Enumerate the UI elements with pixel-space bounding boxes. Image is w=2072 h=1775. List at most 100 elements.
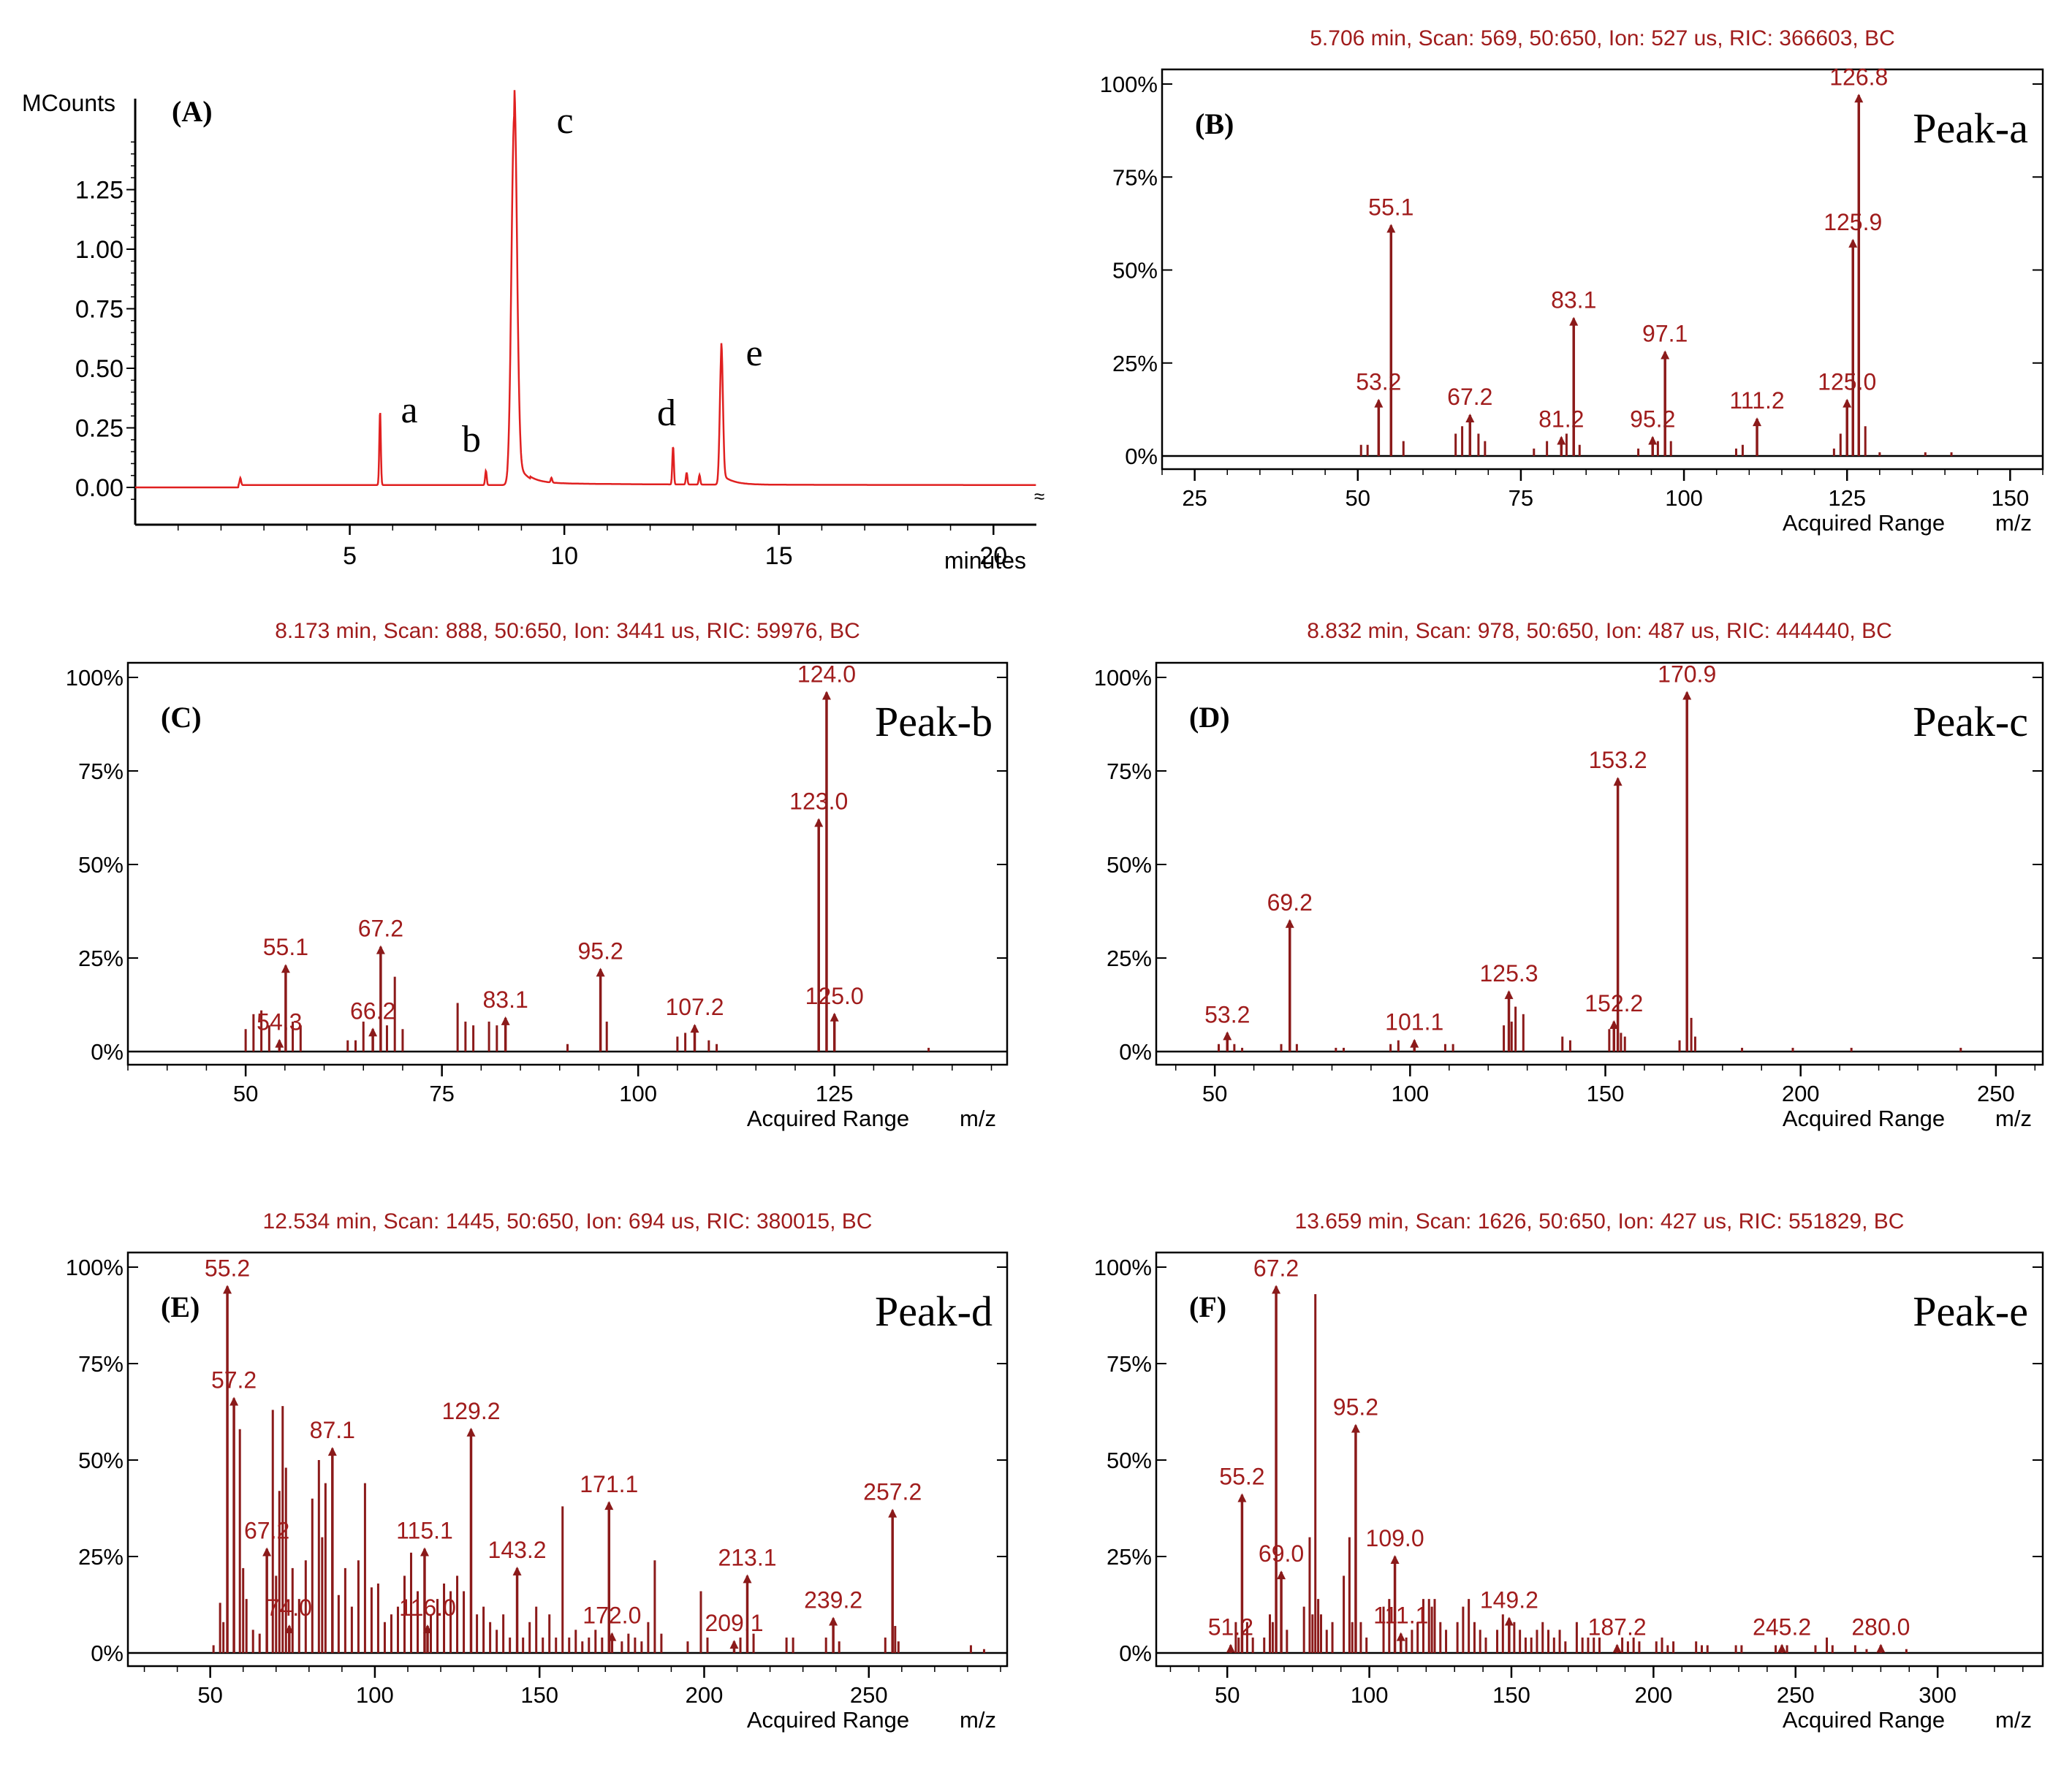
peak-name: Peak-e <box>1913 1288 2028 1335</box>
peak-value-label: 95.2 <box>1333 1394 1378 1420</box>
x-tick-label: 200 <box>686 1682 724 1708</box>
x-axis-label: Acquired Range <box>1783 1707 1945 1733</box>
peak-value-label: 125.0 <box>805 983 864 1009</box>
x-tick-label: 250 <box>850 1682 888 1708</box>
x-axis-unit: m/z <box>1995 510 2032 536</box>
x-tick-label: 50 <box>233 1081 258 1106</box>
spectrum-title: 8.173 min, Scan: 888, 50:650, Ion: 3441 … <box>275 619 860 643</box>
y-tick-label: 50% <box>78 1448 124 1473</box>
peak-value-label: 95.2 <box>577 938 623 964</box>
y-tick-label: 0.25 <box>75 415 124 443</box>
peak-arrow-marker <box>1612 1643 1622 1653</box>
y-tick-label: 75% <box>1112 164 1158 190</box>
x-tick-label: 125 <box>1828 485 1866 511</box>
peak-arrow-marker <box>1351 1424 1360 1433</box>
plot-frame <box>1155 1251 2044 1668</box>
peak-value-label: 172.0 <box>582 1603 641 1629</box>
peak-arrow-marker <box>512 1566 522 1576</box>
peak-arrow-marker <box>223 1285 232 1294</box>
x-tick-label: 150 <box>520 1682 558 1708</box>
peak-arrow-marker <box>1465 414 1475 423</box>
x-axis-unit: m/z <box>960 1106 996 1131</box>
y-tick-label: 100% <box>1100 72 1158 97</box>
peak-arrow-marker <box>1277 1570 1286 1580</box>
peak-name: Peak-a <box>1913 104 2028 152</box>
chromatogram-trace <box>135 90 1036 489</box>
panel-c-spectrum-peak-b: 8.173 min, Scan: 888, 50:650, Ion: 3441 … <box>66 619 1009 1131</box>
x-axis-label: Acquired Range <box>1783 1106 1945 1131</box>
panel-label: (D) <box>1189 701 1230 734</box>
x-tick-label: 75 <box>1509 485 1533 511</box>
peak-value-label: 66.2 <box>350 997 395 1024</box>
peak-arrow-marker <box>284 1624 294 1634</box>
panel-f-spectrum-peak-e: 13.659 min, Scan: 1626, 50:650, Ion: 427… <box>1094 1209 2044 1733</box>
peak-value-label: 109.0 <box>1366 1525 1424 1551</box>
y-tick-label: 1.25 <box>75 177 124 205</box>
peak-value-label: 170.9 <box>1658 661 1716 687</box>
y-tick-label: 50% <box>1112 258 1158 284</box>
x-tick-label: 10 <box>550 542 578 570</box>
peak-arrow-marker <box>1682 691 1692 700</box>
peak-value-label: 55.2 <box>1219 1464 1264 1490</box>
y-axis-label: MCounts <box>22 90 115 116</box>
peak-value-label: 67.2 <box>358 916 403 942</box>
x-tick-label: 100 <box>1665 485 1703 511</box>
peak-name: Peak-d <box>875 1288 993 1335</box>
peak-label-c: c <box>556 100 573 142</box>
peak-label-e: e <box>745 332 762 374</box>
peak-arrow-marker <box>888 1508 898 1518</box>
x-axis-label: minutes <box>944 547 1026 574</box>
peak-value-label: 83.1 <box>483 987 528 1013</box>
peak-value-label: 55.2 <box>205 1255 250 1281</box>
x-tick-label: 150 <box>1492 1682 1530 1708</box>
x-tick-label: 100 <box>619 1081 657 1106</box>
peak-value-label: 67.2 <box>1447 384 1492 410</box>
peak-arrow-marker <box>1876 1643 1886 1653</box>
peak-arrow-marker <box>368 1027 378 1037</box>
x-tick-label: 100 <box>356 1682 394 1708</box>
peak-arrow-marker <box>829 1616 838 1626</box>
peak-value-label: 213.1 <box>718 1544 776 1570</box>
y-tick-label: 0% <box>91 1039 124 1065</box>
peak-value-label: 125.3 <box>1479 960 1538 987</box>
y-tick-label: 100% <box>1094 665 1152 691</box>
peak-arrow-marker <box>229 1396 239 1406</box>
peak-value-label: 115.1 <box>396 1517 453 1543</box>
panel-label: (A) <box>172 95 213 128</box>
x-tick-label: 20 <box>979 542 1007 570</box>
peak-value-label: 111.2 <box>1729 387 1784 414</box>
y-tick-label: 25% <box>1107 946 1152 971</box>
peak-value-label: 51.2 <box>1208 1614 1253 1640</box>
y-tick-label: 75% <box>78 1351 124 1377</box>
x-axis-unit: m/z <box>1995 1707 2032 1733</box>
peak-arrow-marker <box>1272 1285 1281 1294</box>
peak-value-label: 74.0 <box>267 1595 312 1621</box>
y-tick-label: 0% <box>91 1641 124 1666</box>
peak-arrow-marker <box>1504 1616 1514 1626</box>
panel-label: (E) <box>161 1291 200 1323</box>
peak-value-label: 67.2 <box>1253 1255 1299 1281</box>
peak-value-label: 125.0 <box>1818 369 1876 395</box>
x-tick-label: 50 <box>1215 1682 1240 1708</box>
peak-arrow-marker <box>327 1447 337 1456</box>
peak-arrow-marker <box>814 818 824 827</box>
peak-arrow-marker <box>604 1501 614 1510</box>
y-tick-label: 75% <box>1107 759 1152 784</box>
peak-label-d: d <box>657 392 676 434</box>
y-tick-label: 0% <box>1119 1039 1152 1065</box>
y-tick-label: 50% <box>1107 852 1152 878</box>
peak-label-a: a <box>401 389 417 431</box>
peak-value-label: 239.2 <box>804 1586 862 1613</box>
spectrum-title: 8.832 min, Scan: 978, 50:650, Ion: 487 u… <box>1307 619 1892 643</box>
peak-arrow-marker <box>1854 94 1864 103</box>
peak-arrow-marker <box>607 1632 617 1641</box>
peak-value-label: 124.0 <box>797 661 856 687</box>
x-tick-label: 150 <box>1587 1081 1625 1106</box>
y-tick-label: 100% <box>66 665 124 691</box>
x-tick-label: 125 <box>816 1081 854 1106</box>
y-tick-label: 50% <box>1107 1448 1152 1473</box>
peak-value-label: 107.2 <box>665 994 724 1020</box>
peak-arrow-marker <box>1557 436 1566 445</box>
spectrum-title: 5.706 min, Scan: 569, 50:650, Ion: 527 u… <box>1310 26 1895 50</box>
x-tick-label: 250 <box>1977 1081 2015 1106</box>
